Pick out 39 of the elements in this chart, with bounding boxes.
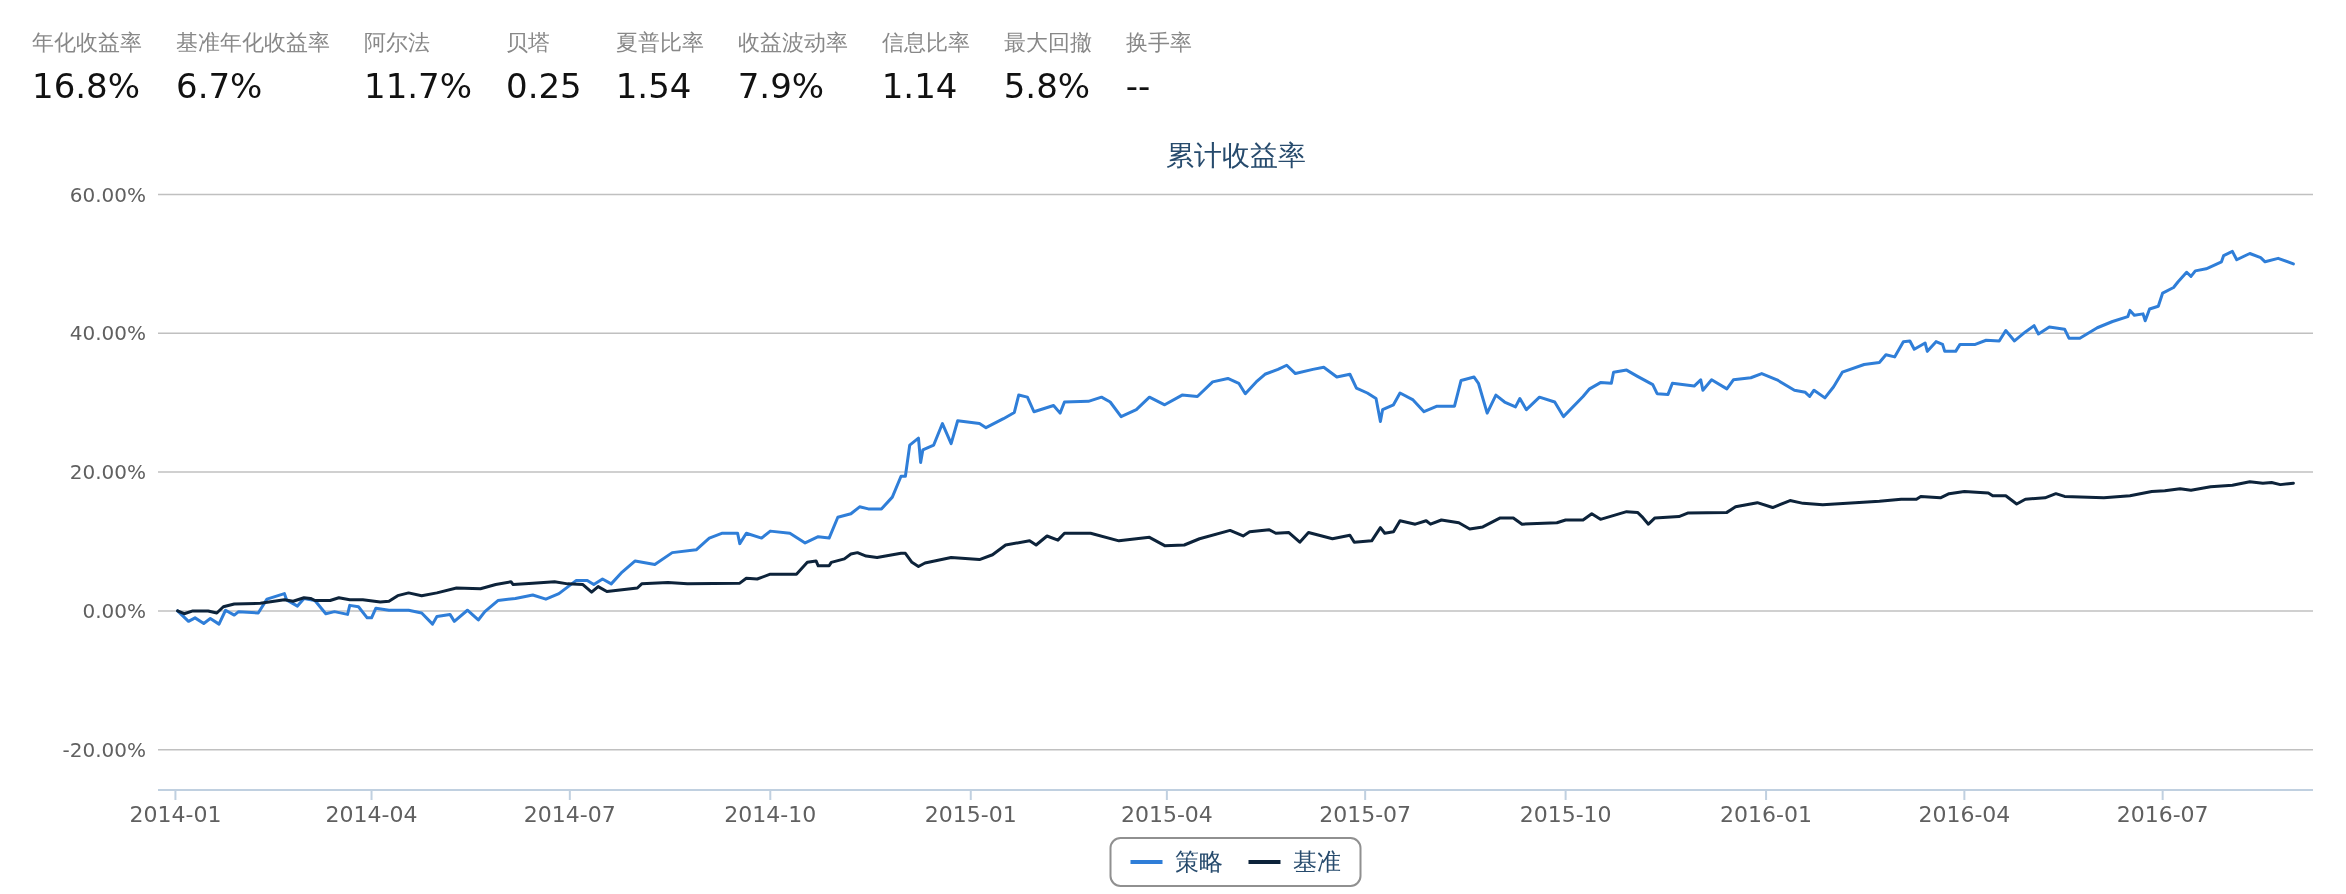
x-tick-label: 2014-01 [129, 802, 222, 827]
x-tick-label: 2016-07 [2116, 802, 2209, 827]
y-tick-label: 20.00% [69, 460, 146, 485]
text: 1.14 [881, 66, 958, 106]
category-label: 夏普比率 [615, 29, 704, 57]
text: 11.7% [364, 66, 473, 106]
category-label: 信息比率 [881, 29, 970, 57]
category-label: 最大回撤 [1003, 29, 1092, 57]
category-label: 基准年化收益率 [176, 29, 330, 57]
text: 7.9% [737, 66, 825, 106]
y-tick-label: -20.00% [62, 737, 146, 762]
text: 0.25 [506, 66, 582, 106]
x-tick-label: 2014-10 [724, 802, 817, 827]
x-tick-label: 2015-07 [1319, 802, 1412, 827]
x-tick-label: 2014-04 [325, 802, 418, 827]
category-label: 贝塔 [506, 29, 551, 57]
y-tick-label: 0.00% [82, 598, 146, 623]
category-label: 年化收益率 [32, 29, 142, 57]
text: -- [1125, 66, 1151, 106]
text: 5.8% [1003, 66, 1091, 106]
line-series [176, 480, 2295, 616]
x-tick-label: 2016-04 [1918, 802, 2011, 827]
legend-label: 策略 [1174, 848, 1223, 876]
text: 1.54 [615, 66, 692, 106]
x-tick-label: 2015-01 [924, 802, 1017, 827]
y-tick-label: 40.00% [69, 321, 146, 346]
x-tick-label: 2015-04 [1120, 802, 1213, 827]
y-tick-label: 60.00% [69, 182, 146, 207]
line-series [176, 249, 2295, 626]
text: 16.8% [32, 66, 141, 106]
legend-label: 基准 [1292, 848, 1341, 876]
category-label: 阿尔法 [364, 29, 431, 57]
x-tick-label: 2014-07 [523, 802, 616, 827]
x-tick-label: 2016-01 [1720, 802, 1813, 827]
category-label: 收益波动率 [737, 29, 848, 57]
x-tick-label: 2015-10 [1519, 802, 1612, 827]
category-label: 换手率 [1125, 29, 1192, 57]
chart-title: 累计收益率 [1165, 139, 1306, 172]
text: 6.7% [176, 66, 263, 106]
